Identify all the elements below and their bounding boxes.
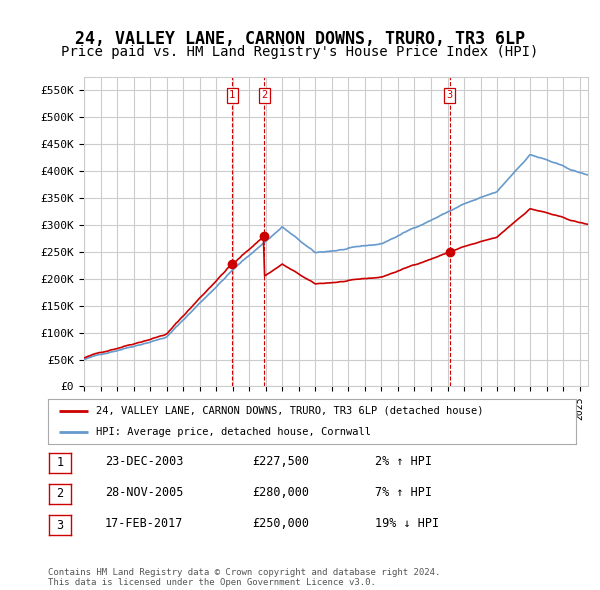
Text: 24, VALLEY LANE, CARNON DOWNS, TRURO, TR3 6LP: 24, VALLEY LANE, CARNON DOWNS, TRURO, TR…	[75, 30, 525, 48]
Text: £227,500: £227,500	[252, 455, 309, 468]
Text: 2% ↑ HPI: 2% ↑ HPI	[375, 455, 432, 468]
Text: 17-FEB-2017: 17-FEB-2017	[105, 517, 184, 530]
Text: 23-DEC-2003: 23-DEC-2003	[105, 455, 184, 468]
Text: £250,000: £250,000	[252, 517, 309, 530]
Text: 3: 3	[56, 519, 64, 532]
Text: 1: 1	[56, 456, 64, 469]
Text: HPI: Average price, detached house, Cornwall: HPI: Average price, detached house, Corn…	[95, 427, 371, 437]
Text: Contains HM Land Registry data © Crown copyright and database right 2024.
This d: Contains HM Land Registry data © Crown c…	[48, 568, 440, 587]
Text: 2: 2	[261, 90, 268, 100]
Text: 28-NOV-2005: 28-NOV-2005	[105, 486, 184, 499]
Text: 3: 3	[446, 90, 453, 100]
Text: 24, VALLEY LANE, CARNON DOWNS, TRURO, TR3 6LP (detached house): 24, VALLEY LANE, CARNON DOWNS, TRURO, TR…	[95, 406, 483, 416]
Text: £280,000: £280,000	[252, 486, 309, 499]
Text: 7% ↑ HPI: 7% ↑ HPI	[375, 486, 432, 499]
Text: 1: 1	[229, 90, 235, 100]
Text: 2: 2	[56, 487, 64, 500]
Text: Price paid vs. HM Land Registry's House Price Index (HPI): Price paid vs. HM Land Registry's House …	[61, 45, 539, 59]
Text: 19% ↓ HPI: 19% ↓ HPI	[375, 517, 439, 530]
